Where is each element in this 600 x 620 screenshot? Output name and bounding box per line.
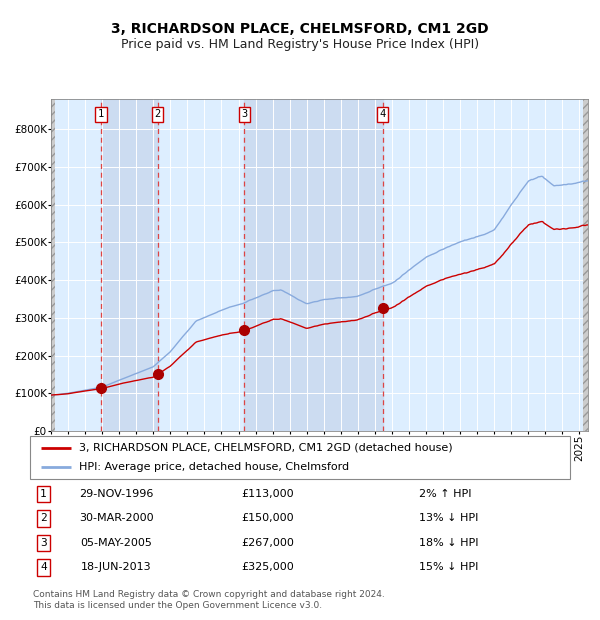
Text: 3: 3 bbox=[241, 109, 247, 119]
Text: 4: 4 bbox=[40, 562, 47, 572]
Text: 4: 4 bbox=[380, 109, 386, 119]
Text: 18-JUN-2013: 18-JUN-2013 bbox=[81, 562, 152, 572]
Text: 15% ↓ HPI: 15% ↓ HPI bbox=[419, 562, 478, 572]
Text: 05-MAY-2005: 05-MAY-2005 bbox=[80, 538, 152, 548]
Text: 3: 3 bbox=[40, 538, 47, 548]
Text: HPI: Average price, detached house, Chelmsford: HPI: Average price, detached house, Chel… bbox=[79, 463, 349, 472]
Text: 29-NOV-1996: 29-NOV-1996 bbox=[79, 489, 154, 499]
Text: 2: 2 bbox=[154, 109, 161, 119]
Text: 1: 1 bbox=[40, 489, 47, 499]
Text: 13% ↓ HPI: 13% ↓ HPI bbox=[419, 513, 478, 523]
Text: 3, RICHARDSON PLACE, CHELMSFORD, CM1 2GD (detached house): 3, RICHARDSON PLACE, CHELMSFORD, CM1 2GD… bbox=[79, 443, 452, 453]
Text: £150,000: £150,000 bbox=[241, 513, 294, 523]
Bar bbox=[101, 99, 158, 431]
Text: £325,000: £325,000 bbox=[241, 562, 294, 572]
Text: Contains HM Land Registry data © Crown copyright and database right 2024.
This d: Contains HM Land Registry data © Crown c… bbox=[33, 590, 385, 609]
Text: 2: 2 bbox=[40, 513, 47, 523]
Text: 1: 1 bbox=[98, 109, 104, 119]
FancyBboxPatch shape bbox=[30, 436, 570, 479]
Text: £267,000: £267,000 bbox=[241, 538, 294, 548]
Text: £113,000: £113,000 bbox=[241, 489, 294, 499]
Text: 3, RICHARDSON PLACE, CHELMSFORD, CM1 2GD: 3, RICHARDSON PLACE, CHELMSFORD, CM1 2GD bbox=[111, 22, 489, 36]
Text: 2% ↑ HPI: 2% ↑ HPI bbox=[419, 489, 472, 499]
Bar bbox=[244, 99, 383, 431]
Bar bbox=[583, 99, 592, 431]
Bar bbox=[51, 99, 55, 431]
Text: Price paid vs. HM Land Registry's House Price Index (HPI): Price paid vs. HM Land Registry's House … bbox=[121, 38, 479, 51]
Text: 30-MAR-2000: 30-MAR-2000 bbox=[79, 513, 154, 523]
Text: 18% ↓ HPI: 18% ↓ HPI bbox=[419, 538, 478, 548]
